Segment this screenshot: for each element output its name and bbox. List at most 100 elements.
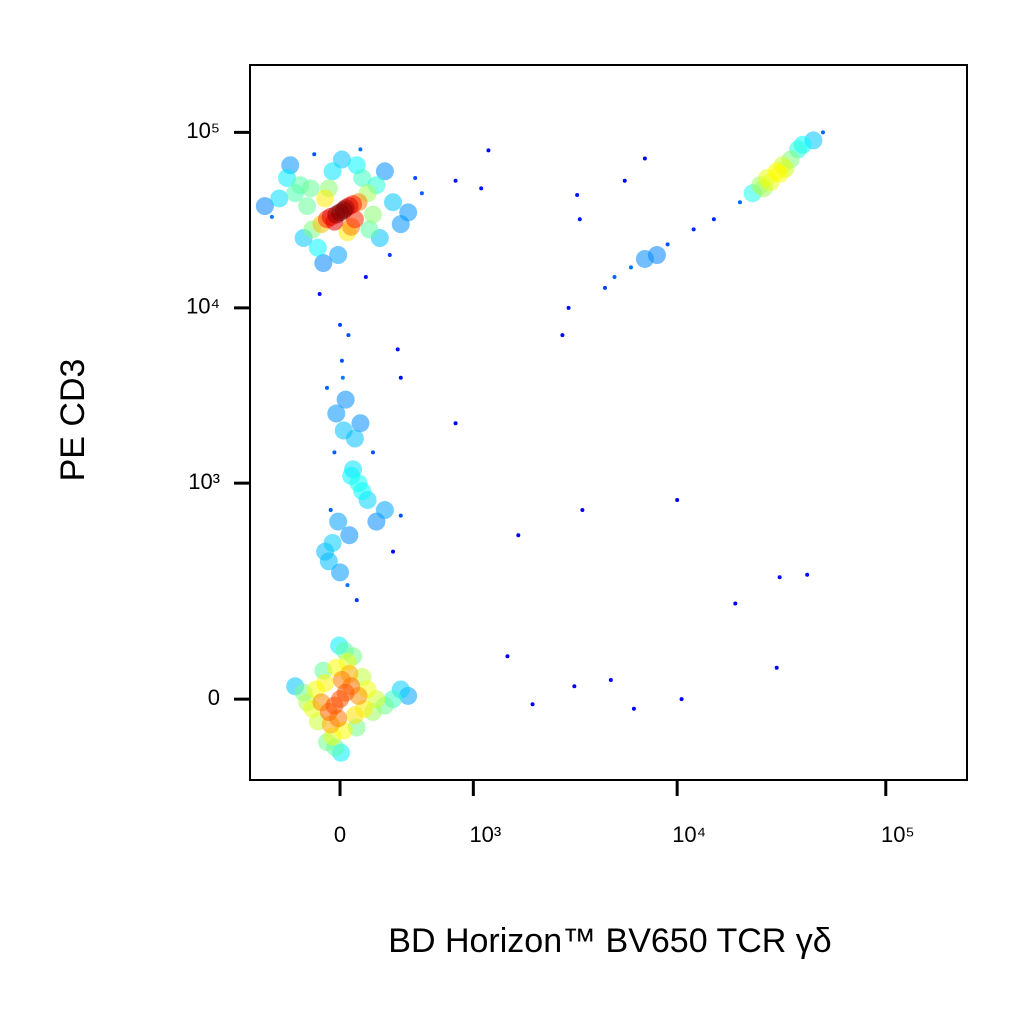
event-point: [317, 291, 322, 296]
event-point: [319, 552, 338, 571]
event-point: [516, 533, 521, 538]
event-point: [270, 189, 289, 208]
event-point: [331, 563, 350, 582]
event-point: [278, 168, 297, 187]
event-point: [419, 191, 424, 196]
event-point: [354, 598, 359, 603]
event-point: [329, 246, 348, 265]
event-point: [603, 285, 608, 290]
event-point: [608, 677, 613, 682]
event-point: [314, 254, 333, 273]
event-point: [269, 214, 274, 219]
event-point: [737, 200, 742, 205]
event-point: [577, 217, 582, 222]
event-point: [530, 702, 535, 707]
event-point: [560, 333, 565, 338]
y-tick-label: 10⁴: [186, 294, 220, 319]
event-point: [312, 152, 317, 157]
event-point: [329, 512, 348, 531]
event-point: [375, 501, 394, 520]
event-point: [336, 390, 355, 409]
event-point: [358, 147, 363, 152]
event-point: [339, 358, 344, 363]
points: [255, 130, 825, 762]
event-point: [387, 253, 392, 258]
event-point: [370, 450, 375, 455]
event-point: [345, 429, 364, 448]
event-point: [301, 179, 320, 198]
event-point: [622, 178, 627, 183]
event-point: [399, 203, 418, 222]
event-point: [375, 162, 394, 181]
event-point: [486, 148, 491, 153]
x-tick-label: 0: [334, 822, 346, 847]
event-point: [328, 508, 333, 513]
event-point: [391, 549, 396, 554]
event-point: [805, 572, 810, 577]
event-point: [631, 706, 636, 711]
event-point: [691, 227, 696, 232]
event-point: [628, 265, 633, 270]
x-axis-title: BD Horizon™ BV650 TCR γδ: [388, 922, 831, 960]
y-tick-label: 10⁵: [186, 118, 220, 143]
event-point: [505, 654, 510, 659]
event-point: [360, 220, 379, 239]
event-point: [332, 450, 337, 455]
event-point: [353, 168, 372, 187]
event-point: [345, 583, 350, 588]
event-point: [453, 178, 458, 183]
event-point: [255, 197, 274, 216]
event-point: [820, 130, 825, 135]
event-point: [349, 474, 368, 493]
event-point: [767, 162, 786, 181]
event-point: [453, 421, 458, 426]
event-point: [398, 375, 403, 380]
event-point: [580, 508, 585, 513]
event-point: [566, 305, 571, 310]
event-point: [774, 665, 779, 670]
x-tick-label: 10⁵: [881, 822, 915, 847]
event-point: [395, 347, 400, 352]
event-point: [323, 162, 342, 181]
event-point: [340, 526, 359, 545]
event-point: [679, 697, 684, 702]
event-point: [572, 684, 577, 689]
event-point: [413, 175, 418, 180]
event-point: [340, 375, 345, 380]
event-point: [298, 197, 317, 216]
event-point: [323, 533, 342, 552]
y-tick-label: 0: [208, 685, 220, 710]
event-point: [575, 192, 580, 197]
event-point: [612, 274, 617, 279]
event-point: [338, 322, 343, 327]
event-point: [363, 205, 382, 224]
event-point: [665, 242, 670, 247]
y-axis-title: PE CD3: [54, 359, 92, 482]
event-point: [635, 249, 654, 268]
event-point: [308, 238, 327, 257]
event-point: [398, 513, 403, 518]
event-point: [325, 696, 344, 715]
plot-frame: [249, 64, 968, 781]
event-point: [324, 385, 329, 390]
event-point: [363, 274, 368, 279]
event-point: [331, 203, 350, 222]
event-point: [777, 575, 782, 580]
event-point: [316, 189, 335, 208]
event-point: [316, 674, 335, 693]
event-point: [384, 193, 403, 212]
y-tick-label: 10³: [188, 469, 220, 494]
event-point: [675, 498, 680, 503]
event-point: [345, 706, 364, 725]
event-point: [642, 156, 647, 161]
x-tick-label: 10⁴: [672, 822, 706, 847]
x-tick-label: 10³: [469, 822, 501, 847]
event-point: [479, 186, 484, 191]
event-point: [733, 601, 738, 606]
event-point: [346, 333, 351, 338]
event-point: [351, 414, 370, 433]
event-point: [711, 217, 716, 222]
event-point: [327, 404, 346, 423]
